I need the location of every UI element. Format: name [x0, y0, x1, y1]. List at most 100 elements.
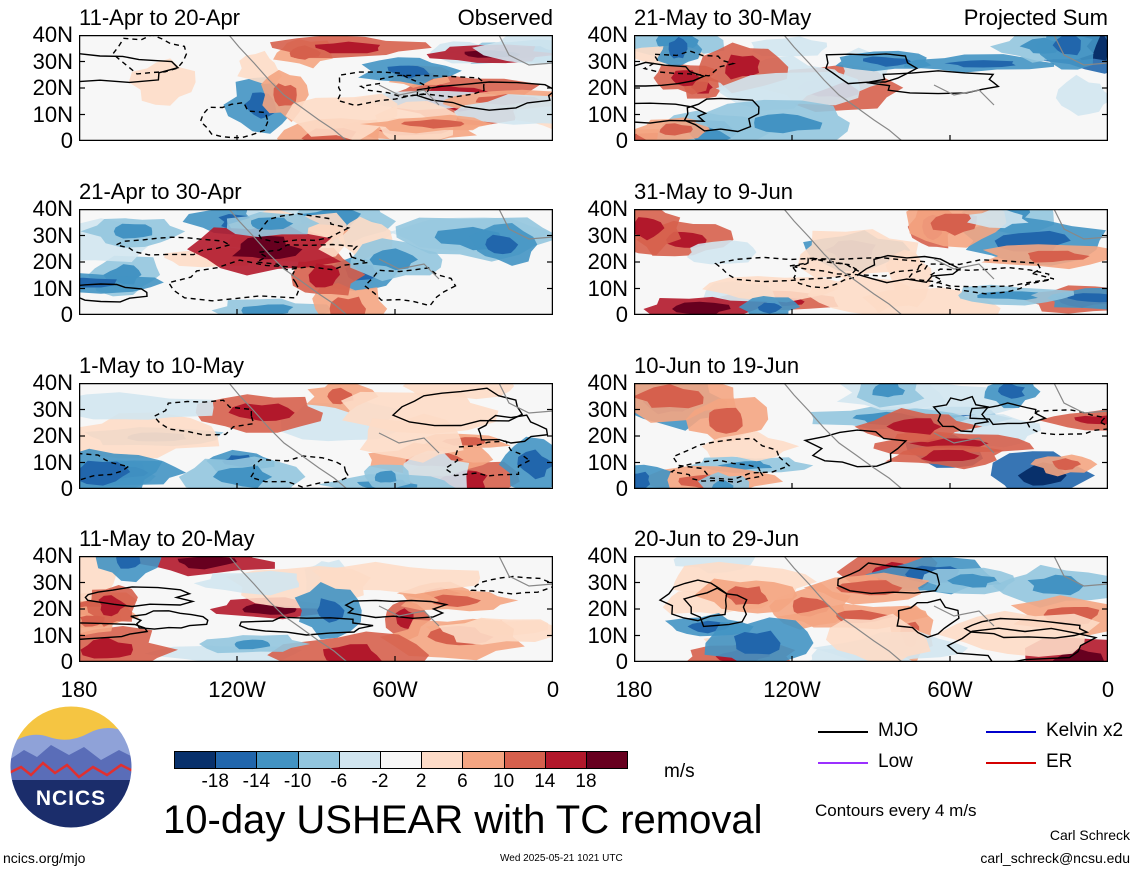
shear-anomaly-core [886, 418, 942, 435]
footer-email[interactable]: carl_schreck@ncsu.edu [980, 850, 1130, 866]
panel-title: 11-May to 20-May [79, 526, 255, 551]
chart-title: 10-day USHEAR with TC removal [163, 798, 763, 842]
shear-anomaly-core [998, 384, 1025, 399]
shear-anomaly-core [228, 403, 295, 422]
shear-map [79, 209, 553, 315]
mjo-contour-positive [683, 97, 760, 133]
y-tick-label: 10N [32, 622, 73, 648]
colorbar-tick-label: 18 [575, 771, 597, 792]
legend-line [818, 762, 868, 764]
shear-anomaly-area [79, 412, 220, 459]
colorbar-swatch [462, 751, 505, 769]
colorbar-swatch [421, 751, 464, 769]
mjo-contour-negative [167, 259, 300, 302]
shear-map [634, 556, 1108, 662]
x-tick-label: 0 [1101, 677, 1115, 702]
mjo-contour-negative [249, 455, 350, 488]
y-tick-label: 0 [60, 128, 73, 153]
mjo-contour-positive [344, 599, 449, 620]
y-tick-label: 20N [32, 75, 73, 100]
mjo-contour-positive [856, 254, 962, 284]
shear-anomaly-core [634, 384, 704, 409]
y-tick-label: 30N [587, 48, 628, 74]
map-panel [634, 209, 1108, 315]
shear-anomaly-core [634, 471, 651, 489]
panel-title: 31-May to 9-Jun [634, 179, 793, 204]
shear-map [634, 383, 1108, 489]
shear-anomaly-area [797, 229, 925, 278]
mjo-contour-positive [130, 610, 209, 630]
y-tick-label: 0 [60, 302, 73, 327]
colorbar-swatch [544, 751, 587, 769]
shear-anomaly-area [95, 556, 162, 583]
shear-anomaly-core [734, 630, 781, 655]
y-tick-label: 30N [587, 222, 628, 248]
footer-url[interactable]: ncics.org/mjo [3, 850, 86, 866]
shear-anomaly-core [1027, 250, 1090, 263]
mjo-contour-negative [1026, 409, 1108, 436]
y-tick-label: 40N [32, 370, 73, 395]
mjo-contour-positive [946, 627, 1098, 662]
legend-line [986, 731, 1036, 733]
shear-map [634, 209, 1108, 315]
coastline [783, 35, 1108, 141]
x-tick-label: 0 [546, 677, 560, 702]
shear-anomaly-core [314, 41, 381, 54]
y-tick-label: 20N [587, 596, 628, 621]
shear-anomaly-core [1052, 648, 1104, 662]
y-tick-label: 40N [587, 22, 628, 47]
colorbar-tick-label: 2 [415, 771, 427, 792]
shear-anomaly-core [1074, 415, 1108, 425]
x-tick-label: 120W [763, 677, 821, 702]
shear-anomaly-core [863, 56, 911, 67]
map-panel [79, 209, 553, 315]
y-tick-label: 20N [32, 249, 73, 274]
ncics-logo: NCICS [9, 705, 133, 829]
shear-anomaly-area [79, 273, 164, 294]
shear-anomaly-core [213, 465, 273, 489]
shear-anomaly-core [485, 234, 519, 255]
x-tick-label: 60W [372, 677, 418, 702]
x-tick-label: 120W [208, 677, 266, 702]
coastline [783, 383, 1108, 489]
y-tick-label: 10N [32, 449, 73, 475]
colorbar-swatch [503, 751, 546, 769]
shear-map [79, 383, 553, 489]
shear-anomaly-core [671, 70, 702, 87]
coastline [783, 209, 1108, 315]
y-tick-label: 10N [587, 449, 628, 475]
shear-anomaly-core [725, 54, 760, 80]
y-tick-label: 20N [32, 596, 73, 621]
colorbar-swatch [215, 751, 258, 769]
coastline [783, 556, 1108, 662]
mjo-contour-positive [969, 402, 1048, 426]
panel-title: 21-May to 30-May [634, 5, 812, 30]
shear-anomaly-core [234, 639, 271, 650]
y-tick-label: 10N [32, 101, 73, 127]
y-tick-label: 30N [587, 396, 628, 422]
coastline [228, 383, 553, 489]
logo-text: NCICS [35, 787, 107, 810]
shear-anomaly-core [757, 302, 783, 314]
mjo-contour-positive [79, 622, 149, 641]
mjo-contour-negative [79, 452, 130, 481]
colorbar-swatch [297, 751, 340, 769]
shear-anomaly-core [1052, 35, 1081, 56]
shear-anomaly-core [323, 644, 383, 662]
colorbar-tick-label: 6 [457, 771, 468, 792]
panel-title: 20-Jun to 29-Jun [634, 526, 800, 551]
shear-anomaly-core [98, 595, 127, 617]
mjo-contour-positive [477, 414, 549, 444]
mjo-contour-positive [837, 562, 941, 595]
mjo-contour-positive [896, 598, 960, 639]
mjo-contour-negative [928, 266, 1050, 295]
y-tick-label: 0 [615, 649, 628, 674]
y-tick-label: 0 [615, 476, 628, 501]
y-tick-label: 0 [615, 302, 628, 327]
map-panel [79, 383, 553, 489]
mjo-contour-positive [658, 579, 728, 622]
mjo-contour-positive [803, 429, 908, 468]
units-label: m/s [664, 761, 695, 782]
mjo-contour-negative [669, 459, 765, 484]
legend-label: Low [878, 751, 913, 772]
